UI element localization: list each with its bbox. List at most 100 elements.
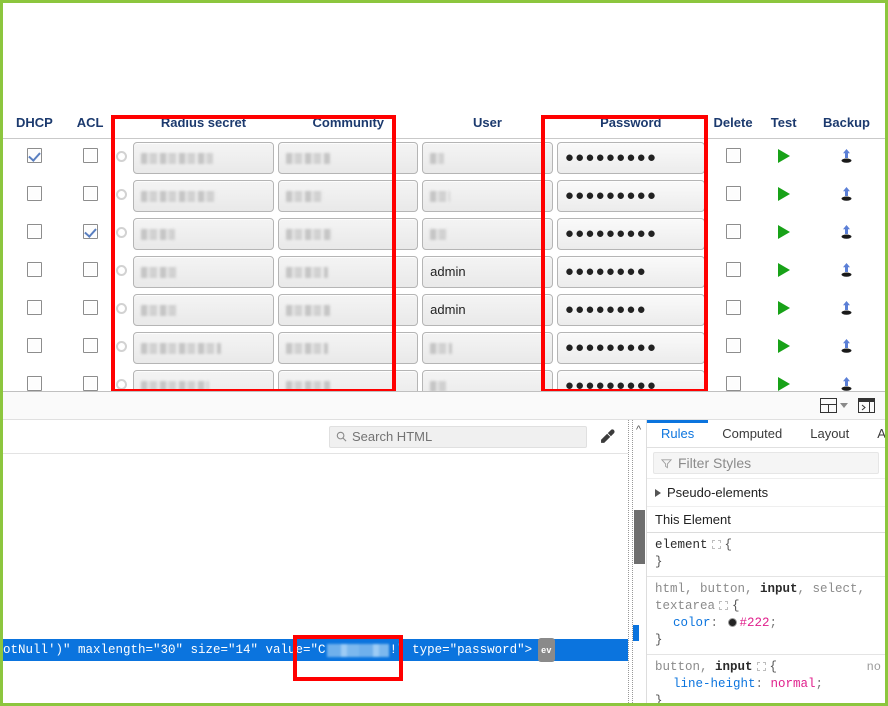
play-icon[interactable] — [777, 376, 790, 391]
gear-icon[interactable] — [115, 303, 127, 314]
event-badge[interactable]: ev — [538, 638, 555, 662]
community-input[interactable] — [278, 256, 419, 288]
pseudo-elements-row[interactable]: Pseudo-elements — [647, 479, 885, 507]
community-input[interactable] — [278, 218, 419, 250]
user-input[interactable] — [422, 180, 553, 212]
acl-checkbox[interactable] — [82, 148, 98, 163]
user-input[interactable] — [422, 332, 553, 364]
rule-source-link[interactable]: no — [866, 660, 881, 674]
password-input[interactable]: ●●●●●●●● — [556, 256, 705, 288]
delete-checkbox[interactable] — [725, 338, 741, 353]
scroll-up-icon[interactable]: ^ — [636, 424, 642, 436]
markup-view[interactable]: otNull')" maxlength="30" size="14" value… — [3, 454, 628, 703]
user-input[interactable] — [422, 218, 553, 250]
acl-checkbox[interactable] — [82, 300, 98, 315]
delete-checkbox[interactable] — [725, 376, 741, 391]
delete-checkbox[interactable] — [725, 148, 741, 163]
css-selector[interactable]: element { — [655, 537, 877, 554]
upload-icon[interactable] — [838, 186, 854, 202]
user-input[interactable] — [422, 142, 553, 174]
radius-secret-input[interactable] — [132, 142, 275, 174]
password-input[interactable]: ●●●●●●●● — [556, 294, 705, 326]
radius-secret-input[interactable] — [132, 370, 275, 391]
css-rule[interactable]: element {} — [647, 533, 885, 577]
delete-checkbox[interactable] — [725, 300, 741, 315]
dhcp-checkbox[interactable] — [26, 300, 42, 315]
acl-checkbox[interactable] — [82, 376, 98, 391]
password-input[interactable]: ●●●●●●●●● — [556, 370, 705, 391]
radius-secret-input[interactable] — [132, 294, 275, 326]
user-input[interactable]: admin — [422, 256, 553, 288]
filter-styles-input[interactable]: Filter Styles — [653, 452, 879, 474]
scrollbar-thumb[interactable] — [634, 510, 645, 564]
css-rule[interactable]: html, button, input, select, textarea {col… — [647, 577, 885, 655]
acl-checkbox[interactable] — [82, 186, 98, 201]
radius-secret-input[interactable] — [132, 218, 275, 250]
dhcp-checkbox[interactable] — [26, 148, 42, 163]
dhcp-checkbox[interactable] — [26, 186, 42, 201]
user-input[interactable] — [422, 370, 553, 391]
eyedropper-icon[interactable] — [599, 428, 616, 445]
upload-icon[interactable] — [838, 338, 854, 354]
toggle-rule-icon[interactable] — [719, 601, 729, 611]
tab-rules[interactable]: Rules — [647, 420, 708, 447]
community-input[interactable] — [278, 332, 419, 364]
toggle-rule-icon[interactable] — [711, 540, 721, 550]
user-input[interactable]: admin — [422, 294, 553, 326]
play-icon[interactable] — [777, 262, 790, 277]
play-icon[interactable] — [777, 224, 790, 239]
upload-icon[interactable] — [838, 262, 854, 278]
delete-checkbox[interactable] — [725, 262, 741, 277]
upload-icon[interactable] — [838, 300, 854, 316]
toggle-rule-icon[interactable] — [756, 662, 766, 672]
panel-splitter[interactable] — [628, 420, 633, 703]
delete-checkbox[interactable] — [725, 224, 741, 239]
community-input[interactable] — [278, 142, 419, 174]
color-swatch[interactable] — [727, 617, 737, 627]
css-selector[interactable]: html, button, input, select, textarea { — [655, 581, 877, 615]
gear-icon[interactable] — [115, 341, 127, 352]
upload-icon[interactable] — [838, 224, 854, 240]
password-input[interactable]: ●●●●●●●●● — [556, 218, 705, 250]
play-icon[interactable] — [777, 338, 790, 353]
tab-layout[interactable]: Layout — [810, 426, 850, 441]
upload-icon[interactable] — [838, 148, 854, 164]
play-icon[interactable] — [777, 186, 790, 201]
css-declaration[interactable]: color: #222; — [655, 615, 877, 632]
search-input[interactable]: Search HTML — [329, 425, 587, 448]
dhcp-checkbox[interactable] — [26, 262, 42, 277]
acl-checkbox[interactable] — [82, 224, 98, 239]
password-input[interactable]: ●●●●●●●●● — [556, 142, 705, 174]
community-input[interactable] — [278, 180, 419, 212]
password-input[interactable]: ●●●●●●●●● — [556, 180, 705, 212]
css-rule[interactable]: no button, input {line-height: normal;} — [647, 655, 885, 703]
play-icon[interactable] — [777, 148, 790, 163]
dhcp-checkbox[interactable] — [26, 376, 42, 391]
play-icon[interactable] — [777, 300, 790, 315]
gear-icon[interactable] — [115, 227, 127, 238]
dhcp-checkbox[interactable] — [26, 224, 42, 239]
radius-secret-input[interactable] — [132, 332, 275, 364]
acl-checkbox[interactable] — [82, 338, 98, 353]
gear-icon[interactable] — [115, 265, 127, 276]
dhcp-checkbox[interactable] — [26, 338, 42, 353]
password-input[interactable]: ●●●●●●●●● — [556, 332, 705, 364]
gear-icon[interactable] — [115, 189, 127, 200]
community-input[interactable] — [278, 370, 419, 391]
delete-checkbox[interactable] — [725, 186, 741, 201]
upload-icon[interactable] — [838, 376, 854, 392]
gear-icon[interactable] — [115, 151, 127, 162]
rules-scrollbar[interactable]: ^ — [633, 420, 647, 703]
radius-secret-input[interactable] — [132, 256, 275, 288]
css-selector[interactable]: button, input { — [655, 659, 877, 676]
chevron-down-icon[interactable] — [840, 403, 848, 408]
split-layout-icon[interactable] — [820, 398, 848, 413]
gear-icon[interactable] — [115, 379, 127, 390]
css-declaration[interactable]: line-height: normal; — [655, 676, 877, 693]
selected-node-code[interactable]: otNull')" maxlength="30" size="14" value… — [3, 638, 628, 662]
tab-animations[interactable]: An — [877, 426, 886, 441]
acl-checkbox[interactable] — [82, 262, 98, 277]
community-input[interactable] — [278, 294, 419, 326]
tab-computed[interactable]: Computed — [722, 426, 783, 441]
radius-secret-input[interactable] — [132, 180, 275, 212]
